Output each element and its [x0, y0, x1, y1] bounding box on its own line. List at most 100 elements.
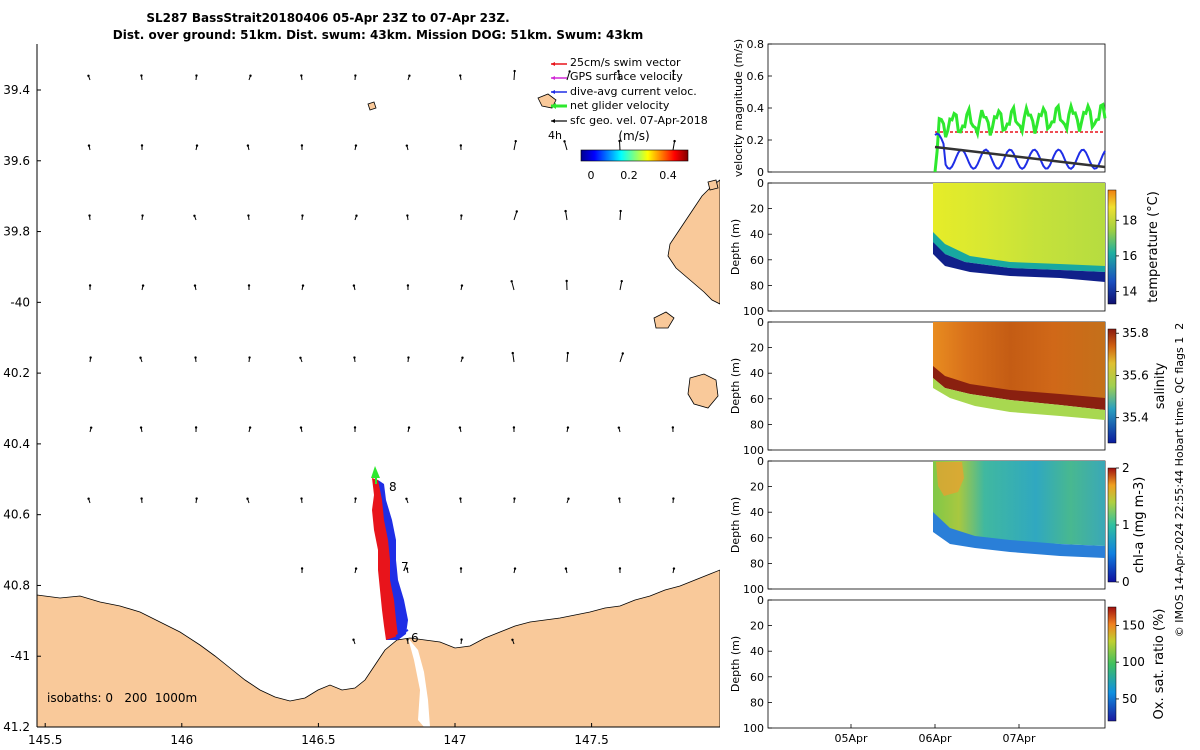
sfc-geo-vector: [566, 426, 570, 433]
sfc-geo-vector: [352, 284, 356, 291]
net-velocity-marker: [371, 466, 380, 478]
chlorophyll-colorbar-label: chl-a (mg m-3): [1132, 477, 1147, 574]
sfc-geo-vector: [248, 426, 252, 433]
sfc-geo-vector: [564, 567, 568, 574]
map-x-tick-labels: 145.5 146 146.5 147 147.5: [28, 733, 609, 747]
legend-gps-velocity: GPS surface velocity: [570, 70, 683, 83]
sfc-geo-vector: [88, 284, 92, 291]
flinders-island: [667, 179, 720, 305]
map-y-tick-label: 39.6: [3, 154, 30, 168]
sfc-geo-vector: [672, 139, 676, 151]
sfc-geo-vector: [407, 356, 410, 363]
velocity-tick-label: 0.2: [747, 134, 765, 147]
sfc-geo-vector: [618, 497, 621, 504]
sfc-geo-vector: [299, 426, 303, 433]
colorbar-tick-label: 150: [1122, 618, 1145, 632]
sfc-geo-vector: [619, 279, 623, 291]
sfc-geo-vector: [672, 497, 675, 504]
sfc-geo-vector: [672, 69, 675, 81]
map-x-tick-label: 145.5: [28, 733, 62, 747]
depth-tick-label: 80: [750, 279, 764, 292]
sfc-geo-vector: [564, 209, 568, 221]
depth-tick-label: 20: [750, 620, 764, 633]
depth-tick-label: 100: [743, 305, 764, 318]
sfc-geo-vector: [140, 74, 143, 81]
depth-tick-label: 60: [750, 671, 764, 684]
sfc-geo-vector: [299, 356, 303, 363]
legend-time-marker: 4h: [548, 129, 562, 142]
sfc-geo-vector: [566, 497, 570, 504]
islet-a: [653, 311, 675, 329]
sfc-geo-vector: [87, 144, 91, 151]
sfc-geo-vector: [511, 638, 515, 645]
sfc-geo-vector: [513, 69, 516, 81]
tamar-estuary: [408, 638, 430, 727]
salinity-halocline: [933, 366, 1105, 410]
map-colorbar-tick-2: 0.4: [659, 169, 677, 182]
colorbar-tick-label: 100: [1122, 655, 1145, 669]
depth-tick-label: 80: [750, 418, 764, 431]
map-y-tick-label: 40.4: [3, 437, 30, 451]
sfc-geo-vector: [513, 210, 518, 221]
depth-tick-label: 80: [750, 557, 764, 570]
depth-tick-label: 100: [743, 444, 764, 457]
cape-barren-island: [687, 373, 719, 409]
map-panel: 39.4 39.6 39.8 -40 40.2 40.4 40.6 40.8 -41 41.2 1…: [3, 44, 720, 747]
depth-tick-label: 20: [750, 481, 764, 494]
sfc-geo-vector: [140, 144, 144, 150]
sfc-geo-vector: [300, 144, 304, 151]
sfc-geo-vector: [139, 356, 143, 363]
colorbar-tick-label: 35.6: [1122, 368, 1149, 382]
depth-tick-label: 40: [750, 228, 764, 241]
sfc-geo-vector: [353, 356, 356, 363]
sfc-geo-vector: [565, 279, 568, 291]
salinity-colorbar: [1107, 328, 1117, 444]
sfc-geo-vector: [510, 280, 515, 291]
chlorophyll-bloom: [936, 462, 964, 496]
map-x-tick-label: 146.5: [301, 733, 335, 747]
colorbar-tick-label: 0: [1122, 575, 1130, 589]
sfc-geo-velocity-series: [934, 145, 1106, 169]
sfc-geo-vector: [247, 284, 251, 290]
sfc-geo-vector: [513, 567, 517, 574]
colorbar-tick-label: 18: [1122, 213, 1137, 227]
sfc-geo-vector: [194, 356, 197, 363]
sfc-geo-vector: [407, 426, 411, 433]
figure-title-line2: Dist. over ground: 51km. Dist. swum: 43k…: [113, 28, 643, 42]
tasmania-land: [37, 569, 720, 727]
sfc-geo-vector: [566, 351, 569, 363]
colorbar-tick-label: 2: [1122, 461, 1130, 475]
glider-track: 8 7 6: [371, 466, 419, 645]
depth-tick-label: 100: [743, 583, 764, 596]
chlorophyll-colorbar: [1107, 467, 1117, 583]
depth-tick-label: 40: [750, 506, 764, 519]
depth-tick-label: 40: [750, 367, 764, 380]
temperature-bottom: [933, 242, 1105, 282]
sfc-geo-vector: [89, 426, 93, 433]
sfc-geo-vector: [246, 144, 250, 151]
sfc-geo-vector: [619, 352, 624, 363]
sfc-geo-vector: [459, 497, 462, 504]
temperature-colorbar: [1107, 189, 1117, 305]
sfc-geo-vector: [460, 638, 463, 645]
swim-vector-track: [372, 478, 398, 640]
sfc-geo-vector: [460, 284, 464, 291]
velocity-panel: 0 0.2 0.4 0.6 0.8 velocity magnitude (m/s): [732, 38, 1107, 179]
sfc-geo-vector: [458, 426, 462, 433]
sfc-geo-vector: [353, 426, 357, 432]
sfc-geo-vector: [512, 426, 516, 433]
legend-dive-avg-current: dive-avg current veloc.: [570, 85, 697, 98]
colorbar-tick-label: 35.8: [1122, 326, 1149, 340]
sfc-geo-vector: [246, 497, 250, 504]
sfc-geo-vector: [460, 214, 463, 221]
sfc-geo-vector: [618, 139, 621, 151]
depth-tick-label: 60: [750, 254, 764, 267]
map-y-tick-label: 39.4: [3, 83, 30, 97]
temperature-thermocline: [933, 232, 1105, 272]
sfc-geo-vector: [619, 209, 622, 221]
sfc-geo-vector: [300, 74, 303, 81]
depth-tick-label: 60: [750, 532, 764, 545]
map-colorbar-tick-0: 0: [588, 169, 595, 182]
oxygen-colorbar: [1107, 606, 1117, 722]
